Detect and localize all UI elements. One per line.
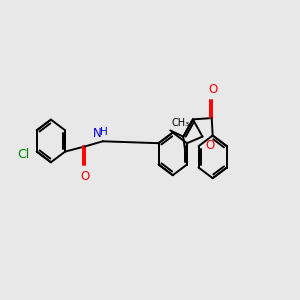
Text: O: O: [80, 170, 89, 183]
Text: H: H: [100, 128, 108, 137]
Text: O: O: [205, 139, 214, 152]
Text: Cl: Cl: [18, 148, 30, 161]
Text: N: N: [93, 127, 102, 140]
Text: O: O: [208, 83, 217, 96]
Text: CH₃: CH₃: [171, 118, 189, 128]
